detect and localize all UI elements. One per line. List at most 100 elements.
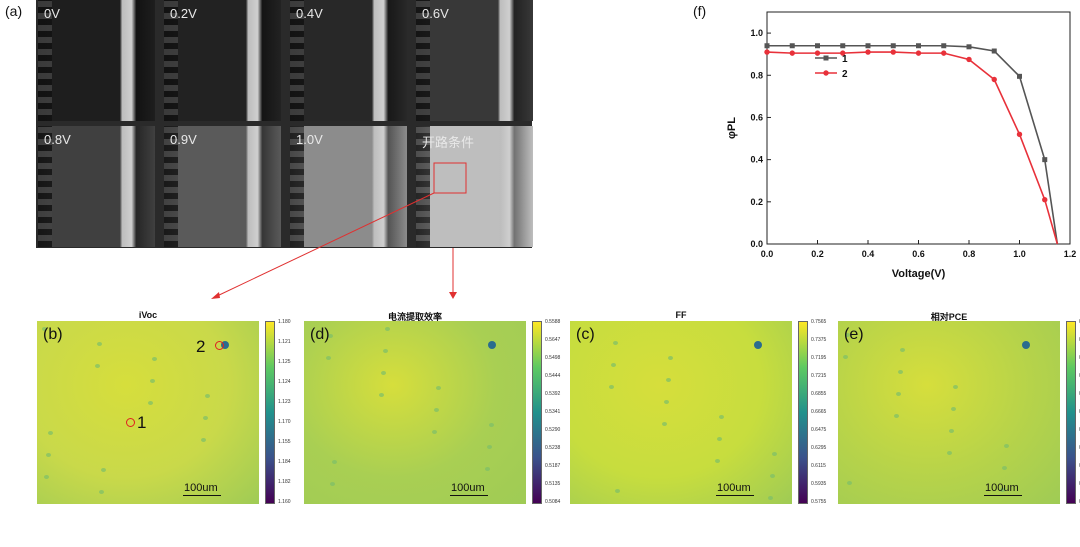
heatmap-image: (b) 2 1 100um [37,321,259,504]
colorbar-tick-label: 1.184 [278,459,291,465]
map-panel-label: (d) [310,326,330,343]
colorbar-tick-label: 0.5084 [545,499,561,505]
data-point [966,56,972,63]
map-speckle [205,394,210,398]
colorbar-tick-label: 0.6665 [811,409,827,415]
legend-label: 1 [842,54,848,65]
data-point [890,49,896,55]
map-speckle [44,475,49,479]
colorbar-tick-label: 0.5135 [545,481,561,487]
colorbar-tick-label: 1.155 [278,439,291,445]
map-speckle [379,393,384,397]
map-speckle [719,415,724,419]
data-point [1017,73,1022,79]
data-point [941,50,947,56]
data-point [966,44,972,50]
colorbar-tick-label: 0.5498 [545,355,561,361]
map-defect-spot [754,341,762,349]
data-point [815,43,820,49]
map-panel-label: (c) [576,326,595,343]
colorbar [798,321,808,504]
map-speckle [843,355,848,359]
data-point [789,50,795,56]
el-busbar [164,126,178,247]
marker-2-label: 2 [196,337,206,356]
x-tick-label: 0.2 [811,249,824,259]
el-busbar [38,0,52,121]
scalebar-line [450,495,488,496]
map-title: iVoc [138,310,158,320]
data-point [991,48,997,54]
legend-marker [823,55,829,61]
map-speckle [436,386,441,390]
heatmap-image: (c) 100um [570,321,792,504]
colorbar-tick-label: 1.123 [278,399,291,405]
colorbar-tick-label: 0.5341 [545,409,561,415]
el-tile-label: 1.0V [296,132,323,147]
el-tile-label: 0V [44,6,60,21]
colorbar-tick-label: 0.5238 [545,445,561,451]
map-title: 相对PCE [930,312,968,322]
map-speckle [662,422,667,426]
map-speckle [847,481,852,485]
el-tile-label: 0.2V [170,6,197,21]
el-busbar [416,126,430,247]
map-speckle [434,408,439,412]
el-busbar [416,0,430,121]
map-speckle [896,392,901,396]
data-point [1042,157,1048,163]
colorbar-tick-label: 0.6115 [811,463,826,469]
arrow-down-head [449,292,457,299]
colorbar-tick-label: 1.160 [278,499,291,505]
scalebar-line [183,495,221,496]
scalebar-label: 100um [717,482,751,494]
map-speckle [95,364,100,368]
map-speckle [148,401,153,405]
el-tile: 0.2V [164,0,281,121]
colorbar-tick-label: 1.182 [278,479,291,485]
colorbar-tick-label: 0.6475 [811,427,827,433]
y-tick-label: 0.2 [750,197,763,207]
colorbar-tick-label: 0.5935 [811,481,827,487]
map-speckle [201,438,206,442]
colorbar-tick-label: 0.5392 [545,391,561,397]
y-tick-label: 0.0 [750,239,763,249]
x-tick-label: 0.8 [963,249,976,259]
data-point [916,43,921,49]
colorbar-tick-label: 0.5290 [545,427,561,433]
map-speckle [664,400,669,404]
data-point [764,43,770,49]
zoom-box [433,162,467,194]
marker-2-circle [215,341,224,350]
el-tile: 0.8V [38,126,155,247]
x-tick-label: 0.6 [912,249,925,259]
colorbar-tick-label: 1.125 [278,359,291,365]
arrow-left [214,192,435,298]
x-tick-label: 1.0 [1013,249,1026,259]
el-tile-label: 0.6V [422,6,449,21]
data-point [789,43,795,49]
y-axis-label: φPL [726,117,738,139]
scalebar-label: 100um [985,482,1019,494]
colorbar-tick-label: 0.5444 [545,373,561,379]
map-speckle [615,489,620,493]
pl-voltage-chart: 0.0 0.2 0.4 0.6 0.8 1.0 1.2 0.0 0.2 0.4 0.6 0.8 1.0 V… [726,11,1076,280]
legend-label: 2 [842,69,848,80]
map-defect-spot [488,341,496,349]
data-point [840,43,846,49]
map-speckle [1002,466,1007,470]
el-tile-label: 开路条件 [422,135,475,150]
map-speckle [385,327,390,331]
y-tick-label: 0.8 [750,70,763,80]
map-panel-label: (e) [844,326,864,343]
colorbar-tick-label: 1.124 [278,379,291,385]
x-tick-label: 0.0 [761,249,774,259]
map-speckle [485,467,490,471]
data-point [991,76,997,83]
marker-1-circle [126,418,135,427]
data-point [1016,131,1023,138]
colorbar-tick-label: 0.6855 [811,391,827,397]
map-speckle [947,451,952,455]
map-speckle [770,474,775,478]
